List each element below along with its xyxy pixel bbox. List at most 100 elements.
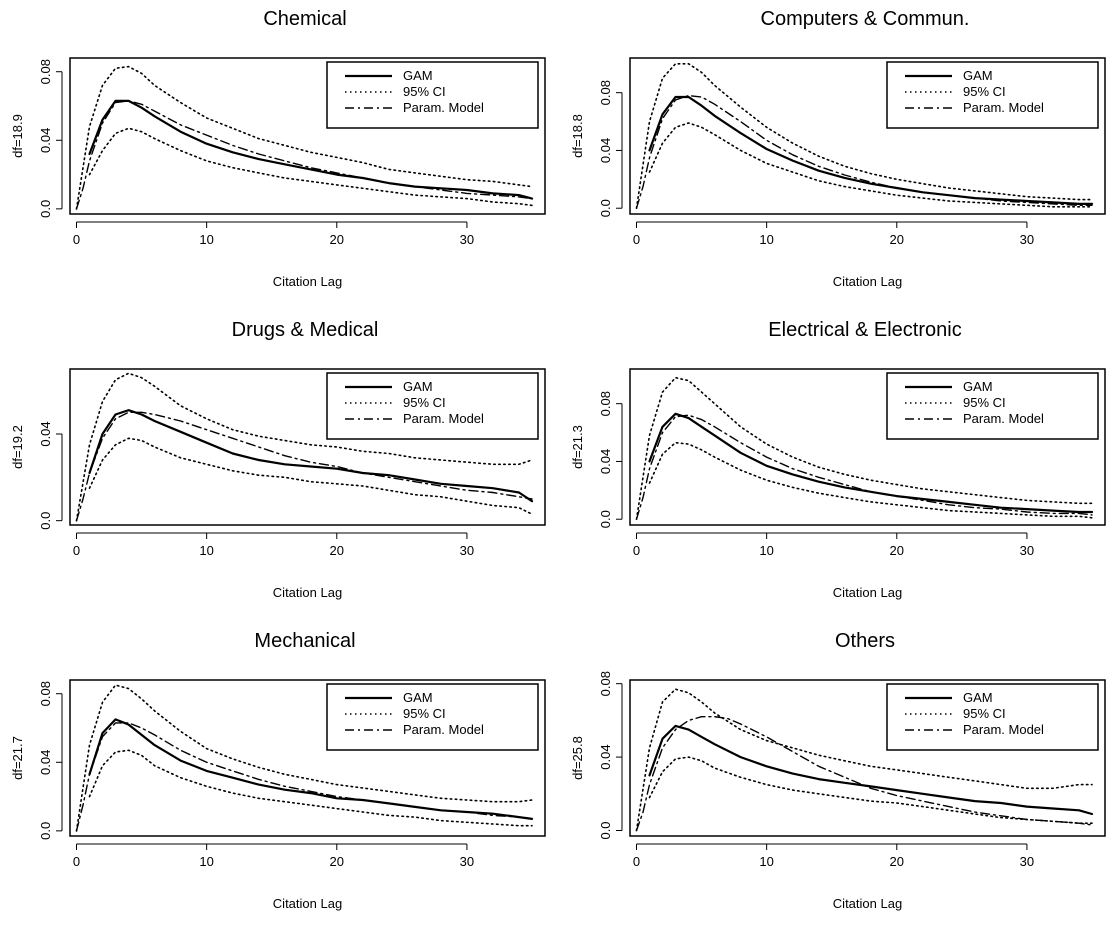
x-tick-label: 20 xyxy=(890,232,904,247)
x-tick-label: 0 xyxy=(633,232,640,247)
series-line-param-model xyxy=(635,94,1093,209)
x-axis-label: Citation Lag xyxy=(273,274,342,289)
legend-box xyxy=(886,61,1099,129)
legend-label-param-model: Param. Model xyxy=(963,100,1044,115)
x-tick-label: 20 xyxy=(330,543,344,558)
x-tick-label: 10 xyxy=(759,854,773,869)
series-line-gam xyxy=(88,99,534,200)
x-tick-label: 0 xyxy=(73,232,80,247)
series-line-95-ci-lower xyxy=(88,749,533,827)
x-axis-label: Citation Lag xyxy=(833,896,902,911)
x-tick-label: 20 xyxy=(330,232,344,247)
x-tick-label: 10 xyxy=(759,543,773,558)
legend-label-gam: GAM xyxy=(963,690,993,705)
y-axis-label: df=18.9 xyxy=(10,114,25,158)
plot-frame xyxy=(629,679,1106,837)
panel-computers-commun: Computers & Commun. 0 10 20 30 0.0 0.04 0.08 Cit… xyxy=(560,0,1120,311)
y-axis-label: df=25.8 xyxy=(570,736,585,780)
legend-box xyxy=(886,683,1099,751)
y-axis-label: df=21.7 xyxy=(10,736,25,780)
chart-others: Others 0 10 20 30 0.0 0.04 0.08 Citation Lag df=2… xyxy=(570,630,1106,911)
series-line-param-model xyxy=(635,414,1093,520)
legend-box xyxy=(326,683,539,751)
y-tick-label: 0.08 xyxy=(38,59,53,84)
chart-electrical-electronic: Electrical & Electronic 0 10 20 30 0.0 0.04 0.0… xyxy=(570,319,1106,600)
legend-label-gam: GAM xyxy=(403,690,433,705)
legend-label-gam: GAM xyxy=(963,379,993,394)
legend-label-param-model: Param. Model xyxy=(403,100,484,115)
y-tick-label: 0.08 xyxy=(598,671,613,696)
legend-label-param-model: Param. Model xyxy=(403,722,484,737)
y-tick-label: 0.08 xyxy=(38,681,53,706)
series-line-param-model xyxy=(75,722,533,832)
y-tick-label: 0.08 xyxy=(598,391,613,416)
y-axis-label: df=19.2 xyxy=(10,425,25,469)
series-line-gam xyxy=(648,724,1094,816)
chart-mechanical: Mechanical 0 10 20 30 0.0 0.04 0.08 Citation Lag… xyxy=(10,630,546,911)
x-tick-label: 30 xyxy=(1020,543,1034,558)
series-line-95-ci xyxy=(75,372,533,522)
series-line-param-model xyxy=(635,715,1093,832)
series-line-gam xyxy=(648,95,1094,205)
y-tick-label: 0.04 xyxy=(598,138,613,163)
x-tick-label: 30 xyxy=(460,854,474,869)
x-tick-label: 0 xyxy=(73,543,80,558)
series-line-95-ci xyxy=(635,376,1093,520)
x-axis-label: Citation Lag xyxy=(273,585,342,600)
legend-label-95-ci: 95% CI xyxy=(963,706,1006,721)
panel-electrical-electronic: Electrical & Electronic 0 10 20 30 0.0 0.04 0.0… xyxy=(560,311,1120,622)
x-axis-label: Citation Lag xyxy=(273,896,342,911)
panel-chemical: Chemical 0 10 20 30 0.0 0.04 0.08 Citation Lag df… xyxy=(0,0,560,311)
y-tick-label: 0.04 xyxy=(38,421,53,446)
plot-frame xyxy=(629,368,1106,526)
series-line-95-ci-lower xyxy=(648,122,1093,208)
panel-title: Electrical & Electronic xyxy=(768,319,961,341)
x-tick-label: 10 xyxy=(759,232,773,247)
panel-others: Others 0 10 20 30 0.0 0.04 0.08 Citation Lag df=2… xyxy=(560,622,1120,933)
panel-drugs-medical: Drugs & Medical 0 10 20 30 0.0 0.04 Citation La… xyxy=(0,311,560,622)
series-line-gam xyxy=(648,412,1094,514)
x-tick-label: 30 xyxy=(1020,854,1034,869)
chart-chemical: Chemical 0 10 20 30 0.0 0.04 0.08 Citation Lag df… xyxy=(10,8,546,289)
panel-mechanical: Mechanical 0 10 20 30 0.0 0.04 0.08 Citation Lag… xyxy=(0,622,560,933)
y-tick-label: 0.0 xyxy=(38,512,53,530)
plot-frame xyxy=(69,57,546,215)
legend-label-param-model: Param. Model xyxy=(403,411,484,426)
y-tick-label: 0.0 xyxy=(598,821,613,839)
legend-label-param-model: Param. Model xyxy=(963,722,1044,737)
series-line-95-ci-lower xyxy=(648,441,1093,519)
y-tick-label: 0.04 xyxy=(38,750,53,775)
plot-frame xyxy=(629,57,1106,215)
legend-label-95-ci: 95% CI xyxy=(403,706,446,721)
legend-label-95-ci: 95% CI xyxy=(963,395,1006,410)
y-axis-label: df=18.8 xyxy=(570,114,585,158)
legend-label-gam: GAM xyxy=(963,68,993,83)
x-tick-label: 20 xyxy=(330,854,344,869)
x-tick-label: 0 xyxy=(73,854,80,869)
legend-box xyxy=(326,61,539,129)
x-tick-label: 30 xyxy=(460,543,474,558)
plot-frame xyxy=(69,368,546,526)
series-line-95-ci xyxy=(635,62,1093,209)
y-tick-label: 0.04 xyxy=(598,449,613,474)
panel-title: Mechanical xyxy=(254,630,355,652)
legend-label-gam: GAM xyxy=(403,68,433,83)
x-tick-label: 0 xyxy=(633,543,640,558)
x-tick-label: 10 xyxy=(199,543,213,558)
legend-label-param-model: Param. Model xyxy=(963,411,1044,426)
series-line-95-ci-lower xyxy=(648,756,1093,824)
series-line-param-model xyxy=(75,411,533,522)
series-line-95-ci xyxy=(75,65,533,210)
x-tick-label: 0 xyxy=(633,854,640,869)
x-tick-label: 20 xyxy=(890,543,904,558)
legend-box xyxy=(886,372,1099,440)
series-line-95-ci xyxy=(635,688,1093,832)
y-axis-label: df=21.3 xyxy=(570,425,585,469)
x-tick-label: 30 xyxy=(460,232,474,247)
panel-title: Drugs & Medical xyxy=(232,319,379,341)
y-tick-label: 0.0 xyxy=(38,822,53,840)
panel-title: Computers & Commun. xyxy=(761,8,970,30)
x-tick-label: 10 xyxy=(199,232,213,247)
plot-frame xyxy=(69,679,546,837)
x-tick-label: 10 xyxy=(199,854,213,869)
